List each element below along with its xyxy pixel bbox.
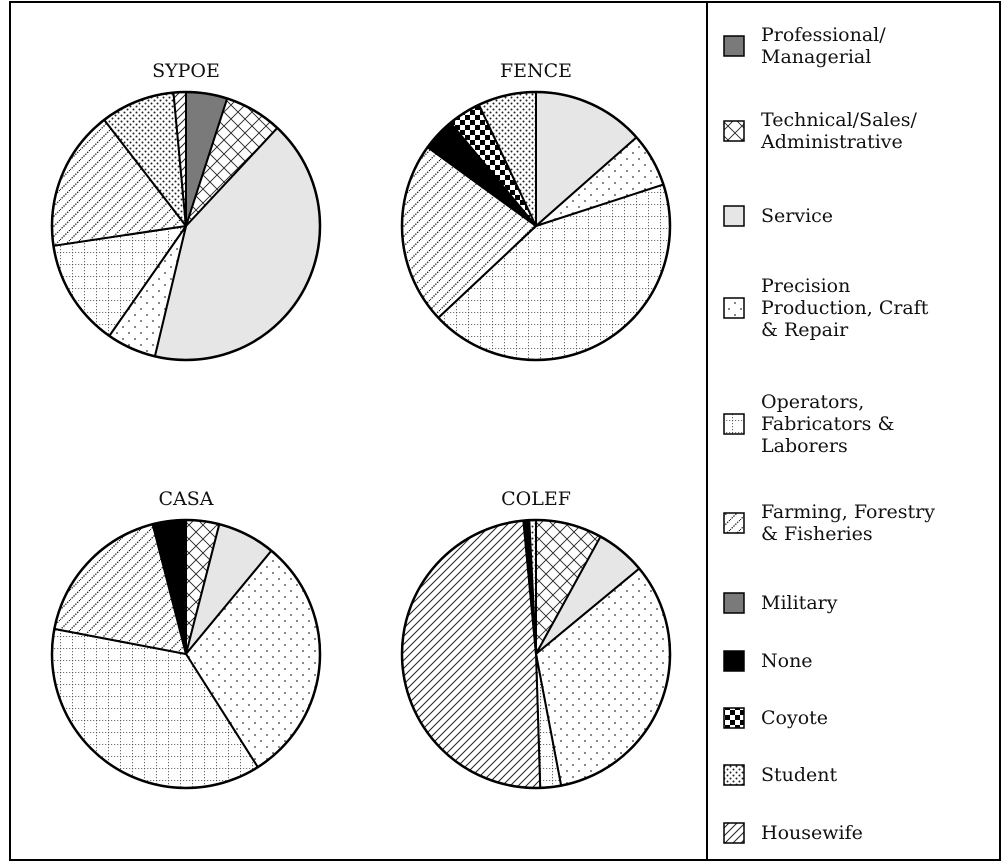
legend-label: Operators, [761,391,864,413]
legend-label: Farming, Forestry [761,501,935,523]
legend-label: Fabricators & [761,413,894,435]
legend-item-farming: Farming, Forestry& Fisheries [723,501,935,545]
legend-item-none: None [723,650,813,672]
legend-label: Service [761,205,833,227]
legend-item-military: Military [723,592,838,614]
legend-label: & Fisheries [761,523,873,545]
pie-title: CASA [159,488,214,510]
pie-sypoe: SYPOE [50,60,322,362]
pies-layer: SYPOE FENCE CASA COLEF [50,60,672,790]
legend-swatch [723,512,745,534]
pie-colef: COLEF [400,488,672,790]
figure-frame [9,1,1001,861]
pie-slice-housewife [401,519,542,789]
legend-label: Production, Craft [761,297,929,319]
legend-label: Technical/Sales/ [761,109,917,131]
legend-label: Student [761,764,838,786]
legend-swatch [723,35,745,57]
legend-label: Precision [761,275,850,297]
legend-label: Administrative [760,131,903,153]
pie-title: COLEF [501,488,571,510]
legend-swatch [723,120,745,142]
pie-outline [400,518,672,790]
legend-label: None [761,650,813,672]
pie-title: SYPOE [152,60,220,82]
legend-label: Coyote [761,707,828,729]
pie-casa: CASA [50,488,322,790]
legend-swatch [723,297,745,319]
legend-label: Laborers [761,435,848,457]
legend-swatch [723,707,745,729]
pie-outline [50,90,322,362]
legend-label: Military [761,592,838,614]
legend-swatch [723,764,745,786]
legend-label: Managerial [761,46,871,68]
legend-item-housewife: Housewife [723,822,863,844]
legend-item-professional: Professional/Managerial [723,24,886,68]
legend-item-student: Student [723,764,838,786]
legend-item-coyote: Coyote [723,707,828,729]
legend-label: & Repair [761,319,849,341]
pie-outline [400,90,672,362]
pie-outline [50,518,322,790]
pie-title: FENCE [500,60,572,82]
pie-fence: FENCE [400,60,672,362]
legend-label: Housewife [761,822,863,844]
legend-swatch [723,413,745,435]
legend-swatch [723,822,745,844]
legend-swatch [723,650,745,672]
legend-swatch [723,592,745,614]
legend-swatch [723,205,745,227]
legend: Professional/Managerial Technical/Sales/A… [723,24,935,844]
legend-item-service: Service [723,205,833,227]
legend-item-technical: Technical/Sales/Administrative [723,109,917,153]
legend-label: Professional/ [761,24,886,46]
legend-item-operators: Operators,Fabricators &Laborers [723,391,894,457]
